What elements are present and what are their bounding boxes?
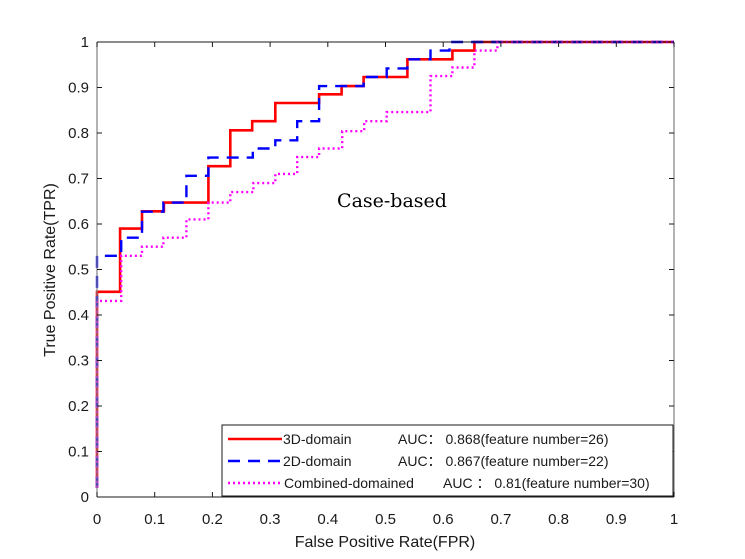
y-tick-label: 0.4 (68, 307, 89, 324)
x-tick-label: 0.4 (317, 511, 338, 528)
legend-entry-3d-domain: 3D-domain AUC： 0.868(feature number=26) (228, 431, 609, 447)
x-tick-label: 0.9 (606, 511, 627, 528)
y-tick-label: 0.6 (68, 216, 89, 233)
legend-auc-3d-domain: AUC： 0.868(feature number=26) (398, 431, 609, 447)
series-line-3d-domain (95, 40, 674, 488)
series-line-2d-domain (95, 40, 674, 488)
legend-entry-2d-domain: 2D-domain AUC： 0.867(feature number=22) (228, 453, 609, 469)
series-layer (95, 40, 674, 488)
y-tick-label: 0.1 (68, 444, 89, 461)
legend-label-2d-domain: 2D-domain (283, 453, 351, 469)
plot-area (97, 42, 674, 497)
case-based-annotation: Case-based (337, 190, 447, 212)
x-tick-label: 0.5 (375, 511, 396, 528)
legend-label-combined-domained: Combined-domained (284, 475, 414, 491)
legend-entry-combined-domained: Combined-domained AUC ： 0.81(feature num… (228, 475, 650, 491)
legend: 3D-domain AUC： 0.868(feature number=26) … (221, 424, 674, 497)
y-tick-label: 0.2 (68, 398, 89, 415)
y-tick-label: 0.7 (68, 171, 89, 188)
x-tick-label: 0.3 (260, 511, 281, 528)
y-tick-label: 0.9 (68, 80, 89, 97)
y-tick-label: 1 (81, 34, 89, 51)
x-tick-label: 1 (670, 511, 678, 528)
y-tick-label: 0.5 (68, 262, 89, 279)
x-tick-label: 0 (93, 511, 101, 528)
x-tick-label: 0.2 (202, 511, 223, 528)
legend-auc-combined-domained: AUC ： 0.81(feature number=30) (443, 475, 650, 491)
legend-label-3d-domain: 3D-domain (283, 431, 351, 447)
legend-auc-2d-domain: AUC： 0.867(feature number=22) (398, 453, 609, 469)
y-tick-label: 0.8 (68, 125, 89, 142)
x-tick-label: 0.1 (144, 511, 165, 528)
y-tick-label: 0.3 (68, 353, 89, 370)
x-tick-label: 0.7 (490, 511, 511, 528)
x-axis-ticks: 0 0.1 0.2 0.3 0.4 0.5 0.6 0.7 0.8 0.9 1 (93, 42, 678, 528)
y-tick-label: 0 (81, 489, 89, 506)
legend-box (221, 424, 674, 497)
x-tick-label: 0.6 (433, 511, 454, 528)
x-tick-label: 0.8 (548, 511, 569, 528)
x-axis-label: False Positive Rate(FPR) (295, 534, 476, 551)
y-axis-label: True Positive Rate(TPR) (42, 183, 59, 357)
y-axis-ticks: 0 0.1 0.2 0.3 0.4 0.5 0.6 0.7 0.8 0.9 1 (68, 34, 674, 506)
